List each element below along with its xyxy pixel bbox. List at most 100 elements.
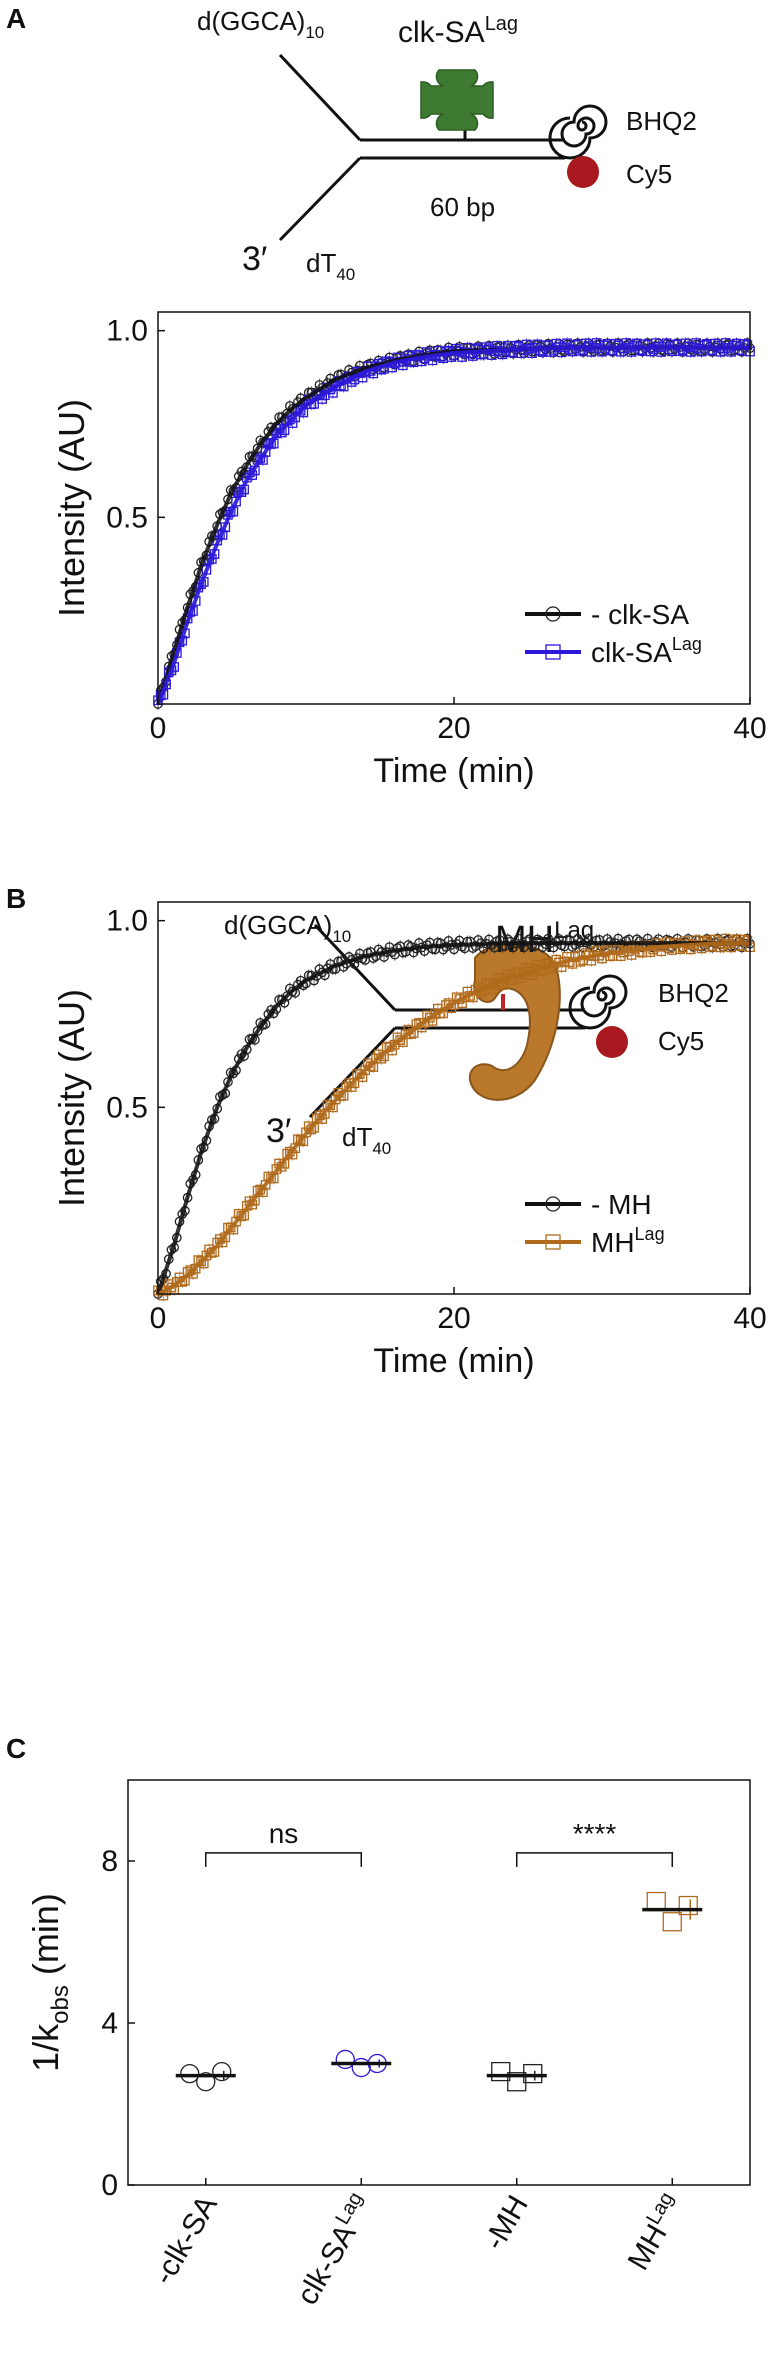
panel-b-letter: B — [6, 883, 26, 914]
x-tick-label: 20 — [437, 1302, 470, 1335]
protein-label-sup: Lag — [485, 13, 518, 35]
x-tick-label: 40 — [733, 1302, 766, 1335]
y-axis-label-unit: (min) — [25, 1893, 66, 1985]
data-point — [180, 2063, 200, 2084]
data-point — [507, 2072, 527, 2092]
bottom-strand-arm — [278, 156, 362, 242]
x-tick-label-sup: Lag — [642, 2189, 678, 2229]
significance-bracket — [205, 1852, 362, 1867]
data-point — [295, 1135, 306, 1146]
y-axis-label: 1/kobs (min) — [25, 1893, 74, 2072]
protein-label: clk-SALag — [398, 13, 518, 49]
strand-label-sub: 10 — [305, 23, 324, 42]
legend-label: clk-SALag — [591, 634, 702, 668]
tail-label: dT40 — [342, 1122, 391, 1158]
panel-b-svg: B d(GGCA)10 MHLag BHQ2 Cy5 3′ dT40 0 20 40… — [6, 883, 767, 1380]
cy5-dye-icon — [567, 156, 599, 188]
data-point — [491, 2061, 511, 2082]
data-point — [662, 1912, 682, 1932]
legend-marker — [545, 606, 561, 622]
significance-label: ns — [269, 1818, 299, 1849]
group-2 — [486, 2061, 547, 2092]
legend-marker — [545, 1234, 561, 1250]
data-point — [212, 2061, 232, 2082]
legend-label-sup: Lag — [672, 634, 702, 654]
fit-line-0 — [156, 941, 750, 1295]
quencher-label: BHQ2 — [626, 106, 697, 136]
strand-label: d(GGCA)10 — [224, 910, 351, 946]
tail-label: dT40 — [306, 248, 355, 284]
end-label: 3′ — [266, 1112, 291, 1150]
x-tick-label: -clk-SA — [147, 2190, 224, 2290]
y-axis-label-sub: obs — [47, 1985, 74, 2024]
cy5-dye-icon — [596, 1026, 628, 1058]
data-point — [351, 2057, 371, 2078]
x-tick-label: 0 — [150, 1302, 167, 1335]
chart-b: 0 20 40 0.5 1.0 Time (min) Intensity (AU) - MH M… — [51, 901, 767, 1380]
data-point — [295, 405, 306, 416]
x-tick-label: clk-SALag — [288, 2189, 379, 2311]
x-tick-label: 20 — [437, 712, 470, 745]
x-axis-label: Time (min) — [373, 752, 534, 790]
fit-line-1 — [157, 941, 750, 1296]
chart-a: 0 20 40 0.5 1.0 Time (min) Intensity (AU) - clk… — [51, 311, 767, 790]
tail-label-main: dT — [342, 1122, 372, 1152]
x-tick-label-sup: Lag — [331, 2189, 367, 2229]
protein-label-main: clk-SA — [398, 16, 485, 49]
tail-label-sub: 40 — [372, 1139, 391, 1158]
panel-a-letter: A — [6, 3, 26, 34]
panel-b: B d(GGCA)10 MHLag BHQ2 Cy5 3′ dT40 0 20 40… — [0, 880, 778, 1720]
legend-label: - clk-SA — [591, 599, 689, 630]
legend-marker — [545, 644, 561, 660]
significance-label: **** — [573, 1818, 617, 1849]
strand-label-sub: 10 — [332, 927, 351, 946]
y-tick-label: 0.5 — [106, 1091, 148, 1124]
data-point — [523, 2063, 543, 2084]
group-3 — [642, 1891, 703, 1932]
y-tick-label: 0 — [101, 2169, 118, 2202]
bhq2-quencher-icon — [548, 104, 608, 160]
y-axis-label: Intensity (AU) — [51, 399, 92, 617]
y-axis-label: Intensity (AU) — [51, 989, 92, 1207]
top-strand-arm — [313, 923, 397, 1012]
dye-label: Cy5 — [626, 159, 672, 189]
significance-bracket — [516, 1852, 673, 1867]
tail-label-sub: 40 — [336, 265, 355, 284]
data-point — [646, 1891, 666, 1912]
clk-sa-protein-shape — [420, 69, 494, 131]
group-1 — [331, 2049, 392, 2078]
fit-line-1 — [156, 345, 750, 705]
panel-c-svg: C 0 4 8 -clk-SA clk-SALag -MH MHLag ns **** 1/kob… — [6, 1733, 751, 2311]
data-point — [325, 1100, 336, 1111]
y-tick-label: 0.5 — [106, 501, 148, 534]
data-point — [678, 1895, 698, 1916]
tail-label-main: dT — [306, 248, 336, 278]
data-point — [196, 2072, 216, 2092]
x-tick-label: 0 — [150, 712, 167, 745]
x-tick-label: MHLag — [619, 2189, 690, 2276]
data-point — [335, 2049, 355, 2070]
panel-a-svg: A d(GGCA)10 clk-SALag BHQ2 Cy5 60 bp 3′ … — [6, 3, 767, 790]
data-point — [196, 1256, 206, 1267]
x-tick-label: 40 — [733, 712, 766, 745]
quencher-label: BHQ2 — [658, 978, 729, 1008]
group-0 — [175, 2061, 236, 2092]
duplex-length-label: 60 bp — [430, 192, 495, 222]
panel-a: A d(GGCA)10 clk-SALag BHQ2 Cy5 60 bp 3′ … — [0, 0, 778, 810]
y-tick-label: 1.0 — [106, 315, 148, 348]
data-point — [599, 340, 610, 351]
dye-label: Cy5 — [658, 1026, 704, 1056]
y-tick-label: 1.0 — [106, 905, 148, 938]
strand-label-main: d(GGCA) — [197, 6, 305, 36]
y-tick-label: 4 — [101, 2007, 118, 2040]
end-label: 3′ — [242, 240, 267, 278]
legend-marker — [545, 1196, 561, 1212]
panel-c: C 0 4 8 -clk-SA clk-SALag -MH MHLag ns **** 1/kob… — [0, 1720, 778, 2380]
legend-label: - MH — [591, 1189, 652, 1220]
strand-label: d(GGCA)10 — [197, 6, 324, 42]
x-axis-label: Time (min) — [373, 1342, 534, 1380]
x-tick-label: -MH — [478, 2190, 535, 2256]
top-strand-arm — [278, 53, 362, 142]
data-point — [395, 1035, 406, 1045]
y-tick-label: 8 — [101, 1845, 118, 1878]
